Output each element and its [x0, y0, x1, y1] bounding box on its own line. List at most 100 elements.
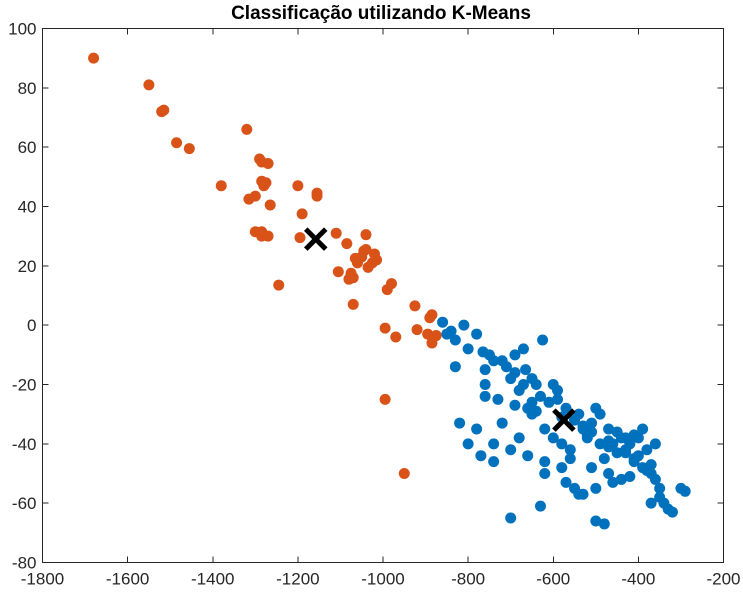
data-point: [654, 482, 666, 494]
x-axis: -1800 -1600 -1400 -1200 -1000 -800 -600 -400 -20…: [21, 28, 741, 589]
data-point: [607, 476, 619, 488]
data-point: [496, 417, 508, 429]
data-point: [666, 506, 678, 518]
x-tick-label: -1000: [361, 570, 404, 589]
data-point: [311, 190, 323, 202]
data-point: [158, 104, 170, 116]
y-tick-label: 80: [18, 79, 37, 98]
data-point: [624, 470, 636, 482]
data-point: [637, 423, 649, 435]
data-point: [594, 408, 606, 420]
x-tick-label: -1200: [276, 570, 319, 589]
data-point: [386, 278, 398, 290]
data-point: [430, 330, 442, 342]
y-tick-label: -80: [12, 554, 37, 573]
data-point: [360, 229, 372, 241]
data-point: [398, 468, 410, 479]
data-point: [628, 429, 640, 441]
data-point: [249, 190, 261, 202]
series-1: [437, 316, 691, 530]
data-point: [296, 208, 308, 220]
data-point: [615, 473, 627, 485]
data-point: [88, 52, 100, 64]
data-point: [262, 157, 274, 169]
chart-title: Classificação utilizando K-Means: [231, 3, 531, 24]
x-tick-label: -1400: [191, 570, 234, 589]
data-point: [454, 417, 466, 429]
y-tick-label: 0: [27, 316, 36, 335]
data-point: [526, 396, 538, 408]
data-point: [564, 444, 576, 456]
data-point: [341, 238, 353, 250]
series-2: [303, 227, 576, 432]
data-point: [543, 396, 555, 408]
data-point: [547, 432, 559, 444]
data-point: [520, 364, 532, 376]
data-point: [143, 79, 155, 91]
data-point: [409, 300, 421, 312]
y-tick-label: 40: [18, 198, 37, 217]
data-point: [522, 450, 534, 462]
data-point: [632, 450, 644, 462]
data-point: [547, 379, 559, 390]
data-point: [560, 402, 572, 414]
data-point: [360, 244, 372, 256]
data-point: [590, 515, 602, 527]
data-point: [215, 180, 227, 192]
data-point: [537, 334, 549, 346]
data-point: [539, 423, 551, 435]
data-point: [526, 373, 538, 385]
data-point: [471, 328, 483, 340]
data-point: [539, 468, 551, 479]
data-point: [445, 325, 457, 337]
data-point: [479, 364, 491, 376]
data-point: [581, 429, 593, 441]
data-point: [379, 322, 391, 334]
data-point: [560, 476, 572, 488]
data-point: [598, 518, 610, 530]
data-point: [471, 423, 483, 435]
centroid-marker: [303, 227, 328, 251]
data-point: [577, 488, 589, 500]
data-point: [411, 324, 423, 336]
data-point: [347, 272, 359, 284]
data-point: [479, 379, 491, 390]
y-tick-label: -20: [12, 376, 37, 395]
data-point: [426, 309, 438, 321]
data-point: [509, 399, 521, 411]
data-point: [679, 485, 691, 497]
data-point: [564, 453, 576, 465]
data-point: [368, 248, 380, 260]
data-point: [594, 438, 606, 450]
data-points: [88, 52, 691, 530]
data-point: [449, 334, 461, 346]
x-tick-label: -1800: [21, 570, 64, 589]
data-point: [488, 438, 500, 450]
data-point: [611, 447, 623, 459]
data-point: [530, 405, 542, 417]
x-tick-label: -1600: [106, 570, 149, 589]
data-point: [488, 355, 500, 367]
data-point: [171, 137, 183, 149]
data-point: [645, 497, 657, 509]
data-point: [603, 423, 615, 435]
data-point: [620, 432, 632, 444]
data-point: [603, 468, 615, 479]
data-point: [479, 390, 491, 402]
data-point: [569, 482, 581, 494]
data-point: [590, 482, 602, 494]
data-point: [260, 177, 272, 189]
data-point: [620, 447, 632, 459]
y-tick-label: -40: [12, 435, 37, 454]
data-point: [577, 420, 589, 432]
data-point: [241, 123, 253, 135]
data-point: [509, 367, 521, 379]
data-point: [641, 444, 653, 456]
data-point: [586, 462, 598, 474]
data-point: [505, 512, 517, 524]
data-point: [462, 343, 474, 355]
data-point: [569, 414, 581, 426]
data-point: [437, 316, 449, 328]
data-point: [492, 393, 504, 405]
data-point: [390, 331, 402, 343]
